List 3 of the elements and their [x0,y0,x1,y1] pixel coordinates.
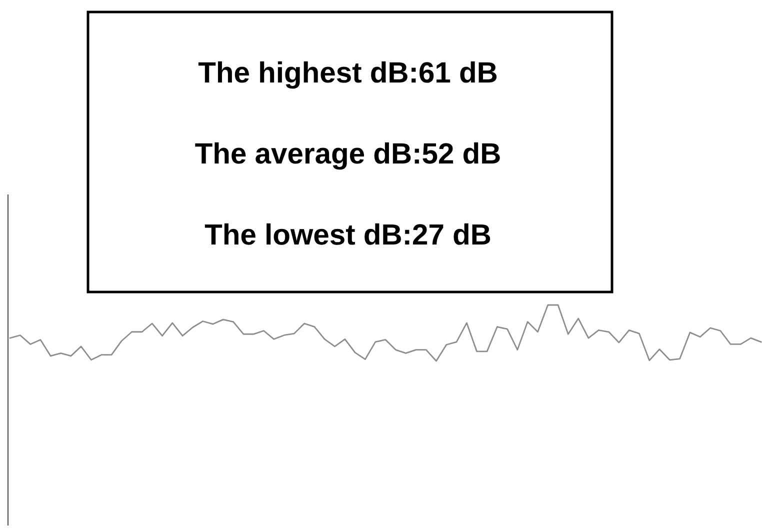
text: The lowest dB:27 dB [204,223,490,245]
text: The highest dB:61 dB [198,61,497,89]
text: The average dB:52 dB [195,142,500,170]
